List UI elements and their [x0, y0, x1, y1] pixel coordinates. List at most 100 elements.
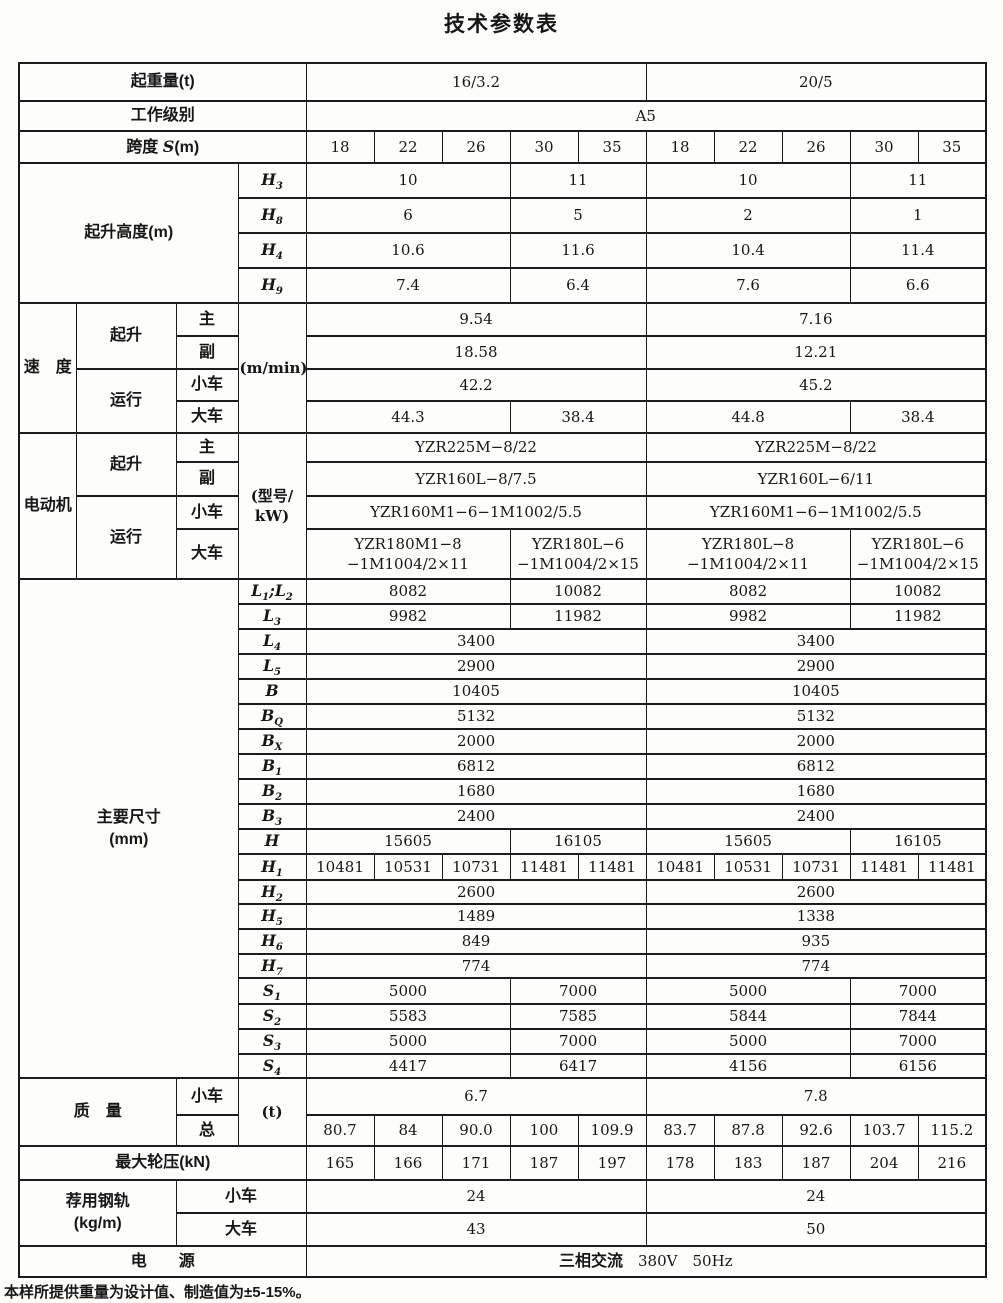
table-row: H7 774 774	[19, 953, 987, 979]
value-cell: 35	[577, 130, 647, 164]
table-row: S3 5000 7000 5000 7000	[19, 1028, 987, 1055]
value-cell: 84	[373, 1114, 443, 1147]
value-cell: 80.7	[305, 1114, 375, 1147]
value-cell: 10405	[305, 678, 647, 705]
value-cell: 4417	[305, 1053, 511, 1079]
row-label: 副	[175, 335, 239, 370]
table-row: 大车 43 50	[19, 1212, 987, 1247]
table-row: 总 80.7 84 90.0 100 109.9 83.7 87.8 92.6 103.7 115.…	[19, 1114, 987, 1147]
value-cell: 12.21	[645, 335, 987, 370]
value-cell: 87.8	[713, 1114, 783, 1147]
value-cell: 2900	[305, 653, 647, 680]
value-cell: 9.54	[305, 302, 647, 337]
value-cell: 9982	[645, 603, 851, 630]
value-cell: 7.4	[305, 267, 511, 304]
value-cell: 44.3	[305, 400, 511, 434]
value-cell: 5000	[305, 1028, 511, 1055]
row-label: 工作级别	[18, 100, 307, 132]
row-label: 跨度 S(m)	[18, 130, 307, 164]
value-cell: 18	[305, 130, 375, 164]
row-label: 小车	[175, 1179, 307, 1214]
value-cell: 7.8	[645, 1077, 987, 1116]
table-row: 副 18.58 12.21	[19, 335, 987, 370]
dim-label: S3	[237, 1028, 307, 1055]
table-row: 工作级别 A5	[18, 100, 987, 132]
value-cell: 4156	[645, 1053, 851, 1079]
row-label: 总	[175, 1114, 239, 1147]
value-cell: 2	[645, 197, 851, 234]
value-cell: 22	[373, 130, 443, 164]
dim-label: H9	[237, 267, 307, 304]
value-cell: 18.58	[305, 335, 647, 370]
value-cell: 10531	[713, 853, 783, 881]
row-label: 质 量	[18, 1077, 177, 1147]
value-cell: 11481	[849, 853, 919, 881]
unit-label: (t)	[237, 1077, 307, 1147]
value-cell: 11982	[509, 603, 647, 630]
row-label: 荐用钢轨 (kg/m)	[18, 1179, 177, 1247]
value-cell: 204	[849, 1145, 919, 1181]
table-row: 荐用钢轨 (kg/m) 小车 24 24	[18, 1179, 987, 1247]
table-row: S2 5583 7585 5844 7844	[19, 1003, 987, 1030]
value-cell: 5000	[645, 977, 851, 1005]
value-cell: 20/5	[645, 62, 987, 102]
value-cell: 10.4	[645, 232, 851, 269]
row-label: 小车	[175, 1077, 239, 1116]
table-row: B 10405 10405	[19, 678, 987, 705]
value-cell: 115.2	[917, 1114, 987, 1147]
value-cell: 935	[645, 928, 987, 955]
value-cell: 38.4	[509, 400, 647, 434]
row-label: 副	[175, 461, 239, 497]
value-cell: 7844	[849, 1003, 987, 1030]
value-cell: 187	[781, 1145, 851, 1181]
value-cell: 2000	[645, 728, 987, 755]
value-cell: 166	[373, 1145, 443, 1181]
table-row: BQ 5132 5132	[19, 703, 987, 730]
dim-label: H6	[237, 928, 307, 955]
value-cell: 2400	[305, 803, 647, 830]
table-row: B1 6812 6812	[19, 753, 987, 780]
value-cell: 774	[305, 953, 647, 979]
value-cell: YZR160M1−6−1M1002/5.5	[645, 495, 987, 530]
value-cell: YZR160L−6/11	[645, 461, 987, 497]
value-cell: 11481	[917, 853, 987, 881]
table-row: H8 6 5 2 1	[19, 197, 987, 234]
dim-label: L3	[237, 603, 307, 630]
value-cell: 30	[849, 130, 919, 164]
value-cell: 5132	[645, 703, 987, 730]
value-cell: 183	[713, 1145, 783, 1181]
value-cell: 5844	[645, 1003, 851, 1030]
value-cell: 5000	[645, 1028, 851, 1055]
row-label: 主	[175, 432, 239, 463]
value-cell: 16/3.2	[305, 62, 647, 102]
value-cell: 10405	[645, 678, 987, 705]
value-cell: 10531	[373, 853, 443, 881]
value-cell: 2600	[305, 879, 647, 905]
value-cell: YZR225M−8/22	[305, 432, 647, 463]
table-row: 跨度 S(m) 18 22 26 30 35 18 22 26 30 35	[18, 130, 987, 164]
table-row: 大车 YZR180M1−8 −1M1004/2×11 YZR180L−6 −1M1004…	[19, 528, 987, 580]
value-cell: 7000	[509, 977, 647, 1005]
value-cell: YZR180L−6 −1M1004/2×15	[509, 528, 647, 580]
value-cell: 16105	[849, 828, 987, 855]
value-cell: 10	[305, 162, 511, 199]
table-row: H5 1489 1338	[19, 903, 987, 930]
row-label: 最大轮压(kN)	[18, 1145, 307, 1181]
value-cell: 44.8	[645, 400, 851, 434]
table-row: 运行 小车 42.2 45.2	[19, 368, 987, 434]
value-cell: 30	[509, 130, 579, 164]
value-cell: 7.6	[645, 267, 851, 304]
value-cell: 18	[645, 130, 715, 164]
value-cell: 7000	[509, 1028, 647, 1055]
row-label: 电 源	[18, 1245, 307, 1278]
table-row: 速 度起升主 (m/min) 9.54 7.16	[18, 302, 987, 434]
value-cell: 1338	[645, 903, 987, 930]
dim-label: B3	[237, 803, 307, 830]
row-label: 速 度	[18, 302, 77, 434]
dim-label: B2	[237, 778, 307, 805]
value-cell: 38.4	[849, 400, 987, 434]
table-row: L5 2900 2900	[19, 653, 987, 680]
table-row: 运行 小车 YZR160M1−6−1M1002/5.5 YZR160M1−6−1M10…	[19, 495, 987, 580]
value-cell: 165	[305, 1145, 375, 1181]
dim-label: S4	[237, 1053, 307, 1079]
